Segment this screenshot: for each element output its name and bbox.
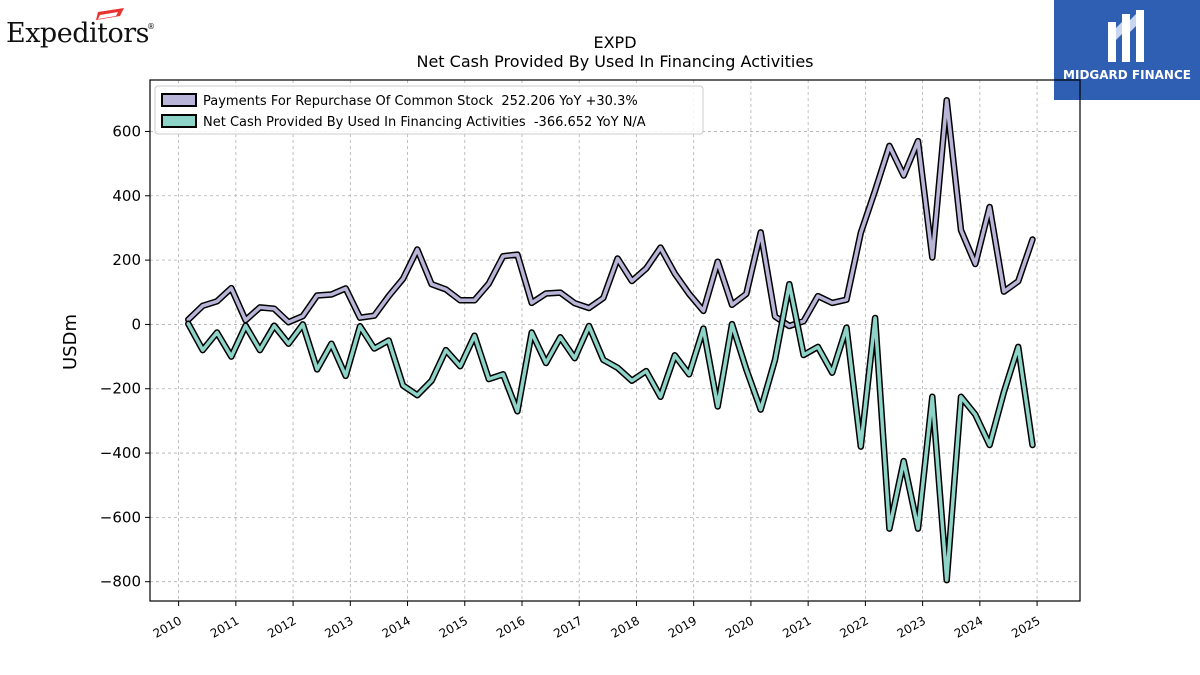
x-tick-label: 2020 <box>723 613 756 640</box>
legend-label-repurchase: Payments For Repurchase Of Common Stock … <box>203 94 638 109</box>
x-tick-label: 2024 <box>952 613 985 640</box>
y-tick-label: −800 <box>100 573 141 591</box>
legend-label-financing: Net Cash Provided By Used In Financing A… <box>203 115 646 130</box>
y-tick-label: 200 <box>112 251 141 269</box>
legend: Payments For Repurchase Of Common Stock … <box>154 85 704 135</box>
legend-box <box>154 85 704 135</box>
x-axis: 2010 2011 2012 2013 2014 2015 2016 2017 2018 2019… <box>151 601 1043 641</box>
x-tick-label: 2010 <box>151 613 184 640</box>
midgard-finance-logo: MIDGARD FINANCE <box>1054 0 1200 100</box>
y-axis-label: USDm <box>60 314 81 370</box>
x-tick-label: 2011 <box>208 613 241 640</box>
y-axis: −800 −600 −400 −200 0 200 400 600 <box>100 122 150 591</box>
x-tick-label: 2014 <box>380 613 413 640</box>
x-tick-label: 2015 <box>437 613 470 640</box>
legend-swatch-repurchase <box>161 93 197 107</box>
y-tick-label: 600 <box>112 122 141 140</box>
registered-mark: ® <box>147 22 155 31</box>
y-tick-label: 400 <box>112 187 141 205</box>
x-tick-label: 2022 <box>837 613 870 640</box>
x-tick-label: 2019 <box>666 613 699 640</box>
expeditors-flag-icon <box>96 8 124 20</box>
x-tick-label: 2017 <box>551 613 584 640</box>
x-tick-label: 2016 <box>494 613 527 640</box>
grid <box>150 80 1080 601</box>
midgard-monogram-icon <box>1108 10 1144 62</box>
x-tick-label: 2012 <box>265 613 298 640</box>
midgard-finance-wordmark: MIDGARD FINANCE <box>1063 68 1191 82</box>
expeditors-wordmark: Expeditors <box>6 18 150 49</box>
x-tick-label: 2023 <box>895 613 928 640</box>
series-line-repurchase <box>186 98 1035 328</box>
legend-swatch-financing <box>161 114 197 128</box>
series-line-financing <box>186 282 1035 582</box>
x-tick-label: 2021 <box>780 613 813 640</box>
y-tick-label: 0 <box>131 315 141 333</box>
y-tick-label: −600 <box>100 508 141 526</box>
x-tick-label: 2013 <box>322 613 355 640</box>
y-tick-label: −400 <box>100 444 141 462</box>
chart-title: EXPD <box>593 33 636 52</box>
x-tick-label: 2025 <box>1009 613 1042 640</box>
y-tick-label: −200 <box>100 380 141 398</box>
expeditors-logo: Expeditors ® <box>6 8 156 50</box>
chart-subtitle: Net Cash Provided By Used In Financing A… <box>416 52 813 71</box>
plot-frame <box>149 79 1081 602</box>
x-tick-label: 2018 <box>609 613 642 640</box>
series-outline-financing <box>185 280 1036 584</box>
series-lines <box>185 97 1036 584</box>
